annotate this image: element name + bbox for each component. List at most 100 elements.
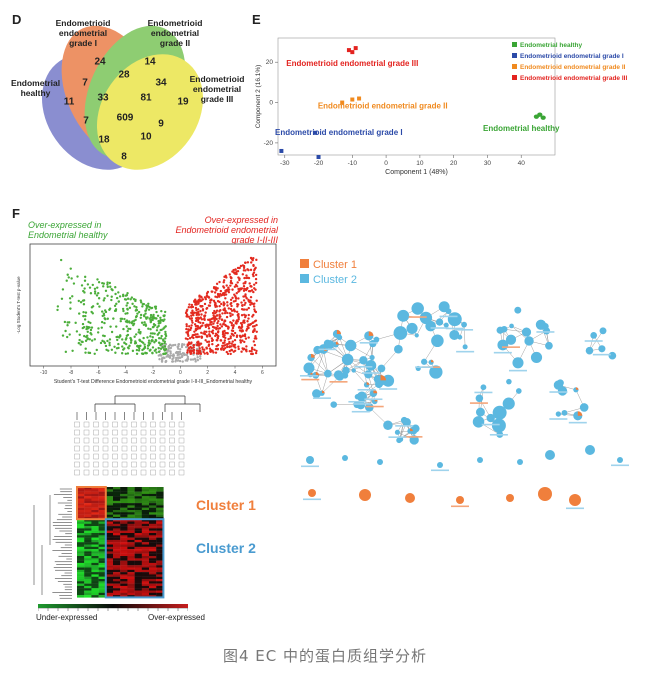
heatmap-cell bbox=[77, 487, 85, 490]
heatmap-cell bbox=[105, 503, 114, 506]
volcano-point-up bbox=[218, 300, 221, 304]
heatmap-cell bbox=[113, 514, 121, 518]
volcano-point-up bbox=[229, 302, 232, 306]
network-node-label-mark bbox=[456, 350, 475, 353]
network-node-label-mark bbox=[568, 421, 587, 424]
volcano-point-up bbox=[245, 329, 248, 332]
volcano-point-up bbox=[190, 324, 193, 327]
volcano-point-down bbox=[108, 281, 112, 285]
volcano-point-up bbox=[235, 319, 239, 322]
heatmap-cell bbox=[120, 537, 128, 541]
volcano-point-down bbox=[96, 278, 99, 281]
venn-count: 7 bbox=[83, 115, 89, 127]
heatmap-cell bbox=[113, 528, 121, 531]
heatmap-cell bbox=[134, 590, 142, 593]
volcano-point-down bbox=[141, 352, 145, 356]
heatmap-cell bbox=[156, 562, 164, 566]
heatmap-cell bbox=[156, 537, 164, 541]
heatmap-cell bbox=[141, 505, 150, 508]
heatmap-cell bbox=[98, 546, 106, 550]
volcano-point-down bbox=[139, 330, 142, 334]
volcano-point-down bbox=[56, 305, 60, 308]
heatmap-cell bbox=[134, 595, 142, 598]
sample-label-glyph bbox=[74, 461, 80, 468]
volcano-point-down bbox=[93, 287, 97, 290]
heatmap-cell bbox=[149, 546, 157, 550]
heatmap-cell bbox=[113, 588, 121, 591]
heatmap-cell bbox=[91, 516, 99, 520]
volcano-point-down bbox=[64, 350, 68, 354]
volcano-point-ns bbox=[185, 345, 188, 349]
network-node bbox=[365, 359, 377, 371]
sample-label-glyph bbox=[112, 453, 118, 460]
volcano-point-down bbox=[135, 348, 139, 352]
volcano-point-up bbox=[218, 326, 222, 330]
pca-point bbox=[353, 46, 358, 51]
network-node-label-mark bbox=[469, 402, 488, 404]
volcano-point-up bbox=[201, 346, 204, 349]
network-node-label-mark bbox=[508, 369, 527, 372]
heatmap-cell bbox=[141, 565, 150, 568]
heatmap-cell bbox=[91, 503, 99, 506]
volcano-point-down bbox=[142, 314, 146, 317]
heatmap-cell bbox=[84, 551, 92, 554]
volcano-point-up bbox=[211, 349, 214, 353]
volcano-point-down bbox=[117, 300, 120, 303]
volcano-point-ns bbox=[169, 350, 172, 353]
volcano-point-down bbox=[118, 295, 122, 298]
volcano-point-down bbox=[129, 327, 132, 331]
heatmap-cell bbox=[156, 500, 164, 504]
volcano-point-down bbox=[124, 298, 128, 301]
volcano-point-up bbox=[254, 310, 258, 314]
volcano-point-up bbox=[196, 343, 199, 346]
volcano-point-ns bbox=[165, 355, 168, 358]
volcano-point-up bbox=[187, 329, 190, 333]
volcano-point-up bbox=[185, 324, 188, 328]
volcano-point-ns bbox=[194, 360, 197, 363]
heatmap-cell bbox=[105, 493, 114, 497]
network-node bbox=[356, 401, 365, 410]
heatmap-cell bbox=[134, 558, 142, 561]
heatmap-cell bbox=[134, 579, 142, 582]
volcano-point-down bbox=[68, 297, 72, 300]
volcano-point-up bbox=[195, 313, 198, 317]
volcano-point-up bbox=[213, 309, 216, 313]
volcano-point-down bbox=[136, 312, 139, 315]
volcano-point-up bbox=[247, 276, 251, 280]
volcano-point-down bbox=[82, 314, 85, 318]
sample-label-glyph bbox=[140, 437, 147, 444]
volcano-point-down bbox=[69, 307, 72, 310]
pca-legend-swatch bbox=[512, 75, 517, 80]
panel-e-letter: E bbox=[252, 12, 261, 27]
volcano-point-up bbox=[237, 312, 240, 316]
volcano-point-up bbox=[209, 299, 212, 302]
volcano-point-up bbox=[237, 315, 240, 318]
volcano-point-down bbox=[72, 282, 76, 285]
pca-xtick-label: 0 bbox=[384, 160, 388, 167]
heatmap-cell bbox=[149, 510, 157, 513]
heatmap-cell bbox=[84, 585, 92, 589]
volcano-point-down bbox=[154, 307, 158, 310]
volcano-point-down bbox=[143, 346, 147, 350]
heatmap-cell bbox=[105, 583, 114, 587]
sample-label-glyph bbox=[169, 453, 175, 460]
volcano-point-ns bbox=[179, 352, 182, 356]
network-node bbox=[506, 378, 512, 385]
volcano-point-down bbox=[78, 312, 81, 315]
heatmap-cell bbox=[149, 558, 157, 561]
heatmap-cell bbox=[127, 521, 135, 524]
volcano-point-up bbox=[198, 295, 201, 298]
heatmap-cell bbox=[141, 500, 150, 504]
network-node bbox=[342, 455, 348, 461]
heatmap-cell bbox=[84, 507, 92, 511]
volcano-point-up bbox=[191, 334, 194, 337]
heatmap-cell bbox=[77, 544, 85, 547]
heatmap-cell bbox=[91, 535, 99, 538]
heatmap-cell bbox=[98, 500, 106, 504]
volcano-point-down bbox=[153, 332, 156, 335]
heatmap-cell bbox=[105, 553, 114, 557]
heatmap-cell bbox=[134, 523, 142, 527]
heatmap-cell bbox=[77, 569, 85, 573]
heatmap-cell bbox=[77, 535, 85, 538]
network-node bbox=[480, 384, 487, 391]
